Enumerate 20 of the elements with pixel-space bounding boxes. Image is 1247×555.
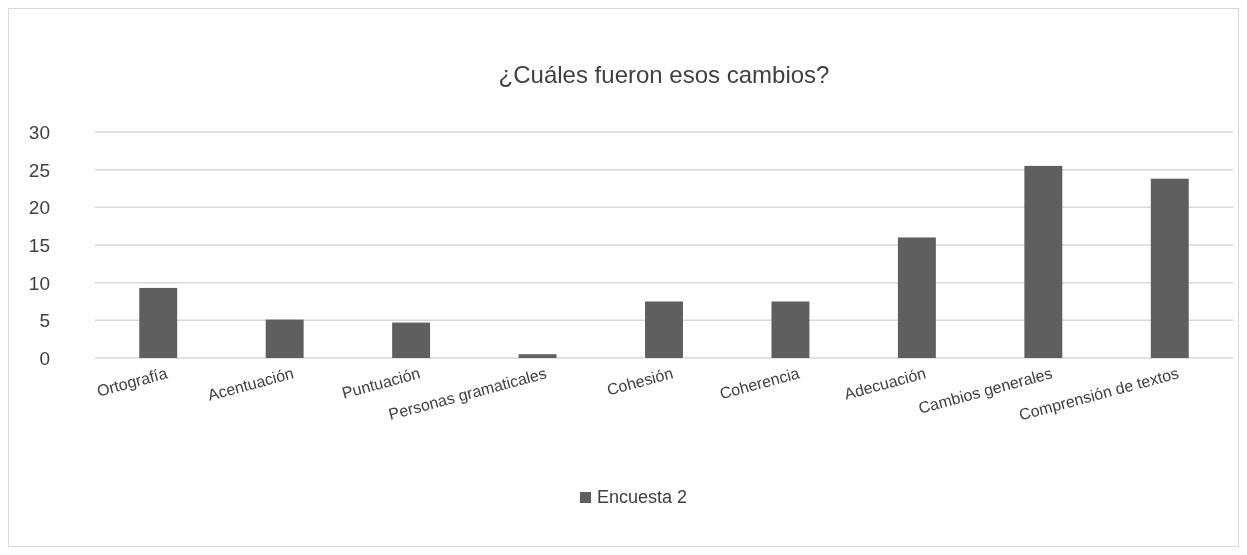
x-tick-label: Cohesión — [605, 364, 675, 399]
y-tick-label: 20 — [28, 197, 50, 219]
x-tick-label: Ortografía — [95, 364, 170, 400]
bar — [645, 301, 683, 358]
y-tick-label: 10 — [28, 272, 50, 294]
y-tick-label: 25 — [28, 159, 50, 181]
y-tick-label: 30 — [28, 122, 50, 143]
bar — [897, 237, 936, 358]
chart-title: ¿Cuáles fueron esos cambios? — [498, 61, 830, 88]
y-tick-label: 0 — [39, 348, 50, 369]
y-tick-label: 5 — [39, 310, 50, 332]
bar — [771, 301, 810, 358]
bar — [265, 319, 304, 358]
bar — [1150, 178, 1189, 358]
bar — [1024, 165, 1063, 358]
bar — [139, 287, 178, 358]
y-tick-label: 15 — [28, 235, 50, 256]
legend-label: Encuesta 2 — [597, 487, 688, 507]
bar — [392, 322, 431, 358]
bar — [518, 354, 557, 358]
